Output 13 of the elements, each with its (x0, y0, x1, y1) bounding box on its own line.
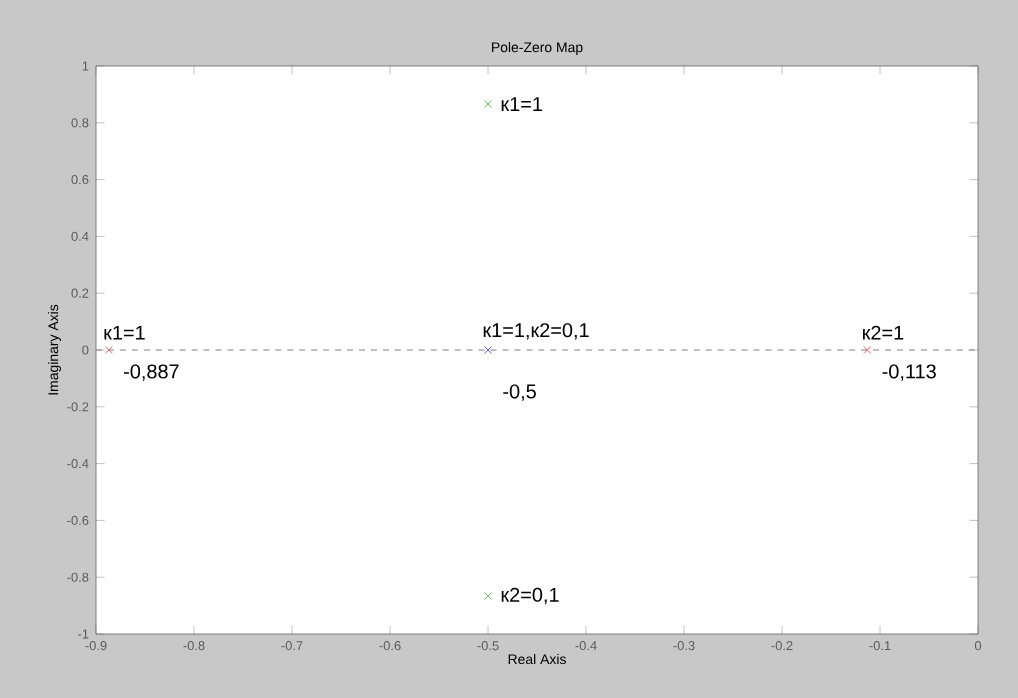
point (484, 346, 492, 354)
annotation: к1=1 (104, 325, 145, 340)
annotation: к2=1 (863, 325, 904, 340)
annotation: -0,113 (882, 364, 936, 381)
annotation: -0,5 (503, 384, 536, 401)
annotation: к1=1,к2=0,1 (483, 323, 589, 340)
point (104, 346, 113, 354)
annotation: к1=1 (501, 97, 542, 111)
annotation: -0,887 (124, 364, 179, 381)
point (484, 592, 492, 600)
point (863, 346, 872, 354)
annotation: к2=0,1 (501, 587, 559, 605)
point (484, 100, 492, 108)
